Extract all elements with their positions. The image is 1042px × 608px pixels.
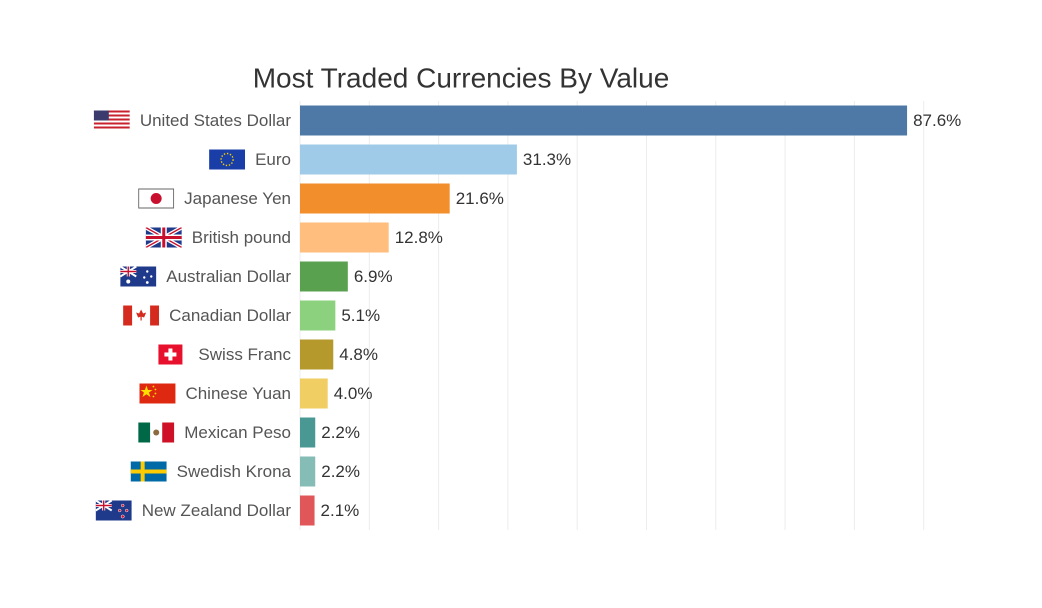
- bar: [300, 456, 316, 487]
- bar: [300, 417, 316, 448]
- bar: [300, 339, 334, 370]
- value-label: 2.2%: [321, 462, 360, 481]
- flag-icon: [138, 188, 175, 209]
- value-label: 31.3%: [523, 150, 571, 169]
- category-label: Swiss Franc: [198, 345, 291, 364]
- value-label: 87.6%: [913, 111, 961, 130]
- value-label: 21.6%: [456, 189, 504, 208]
- value-label: 2.2%: [321, 423, 360, 442]
- category-label: British pound: [192, 228, 291, 247]
- flag-icon: [120, 266, 157, 287]
- bar: [300, 105, 908, 136]
- chart-title: Most Traded Currencies By Value: [253, 62, 670, 93]
- flag-icon: [130, 461, 167, 482]
- flag-icon: [123, 305, 160, 326]
- bar: [300, 183, 450, 214]
- bar: [300, 144, 517, 175]
- bar: [300, 300, 336, 331]
- category-label: Euro: [255, 150, 291, 169]
- value-label: 5.1%: [341, 306, 380, 325]
- bar: [300, 495, 315, 526]
- flag-icon: [138, 422, 175, 443]
- value-label: 2.1%: [321, 501, 360, 520]
- category-label: Mexican Peso: [184, 423, 291, 442]
- bar: [300, 378, 328, 409]
- flag-icon: [146, 228, 182, 248]
- category-label: Chinese Yuan: [185, 384, 291, 403]
- value-label: 12.8%: [395, 228, 443, 247]
- flag-icon: [158, 344, 183, 365]
- flag-icon: [95, 500, 132, 521]
- category-label: New Zealand Dollar: [142, 501, 292, 520]
- value-label: 4.8%: [339, 345, 378, 364]
- category-label: Japanese Yen: [184, 189, 291, 208]
- bar: [300, 222, 389, 253]
- category-label: Canadian Dollar: [169, 306, 291, 325]
- flag-icon: [209, 149, 246, 170]
- flag-icon: [93, 110, 130, 131]
- bar: [300, 261, 348, 292]
- flag-icon: [139, 383, 176, 404]
- category-label: Swedish Krona: [177, 462, 292, 481]
- category-label: Australian Dollar: [166, 267, 291, 286]
- category-label: United States Dollar: [140, 111, 292, 130]
- value-label: 4.0%: [334, 384, 373, 403]
- value-label: 6.9%: [354, 267, 393, 286]
